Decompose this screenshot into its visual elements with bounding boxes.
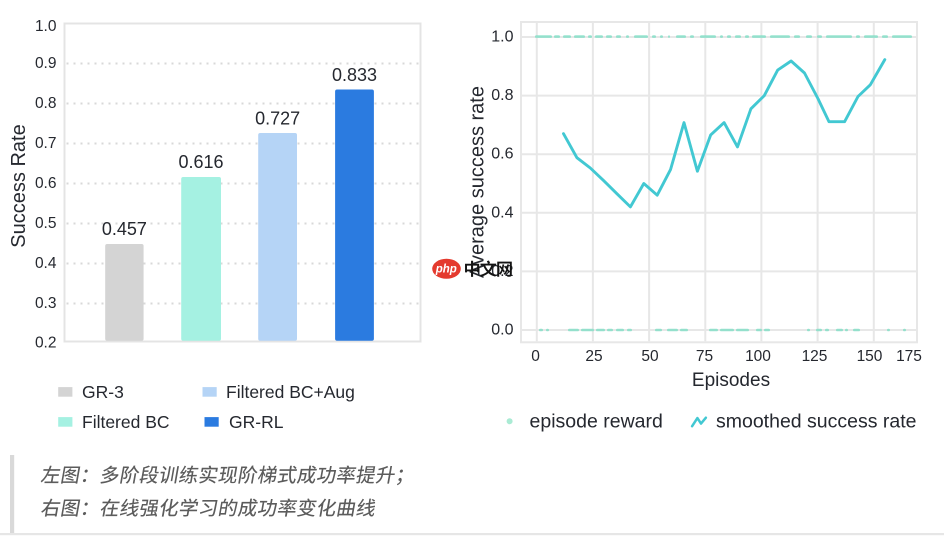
svg-text:GR-3: GR-3 (82, 382, 124, 402)
svg-text:100: 100 (745, 348, 771, 365)
svg-text:175: 175 (896, 348, 922, 365)
svg-text:0.3: 0.3 (35, 295, 57, 312)
svg-text:Success Rate: Success Rate (8, 124, 30, 247)
svg-text:0.5: 0.5 (35, 215, 57, 232)
svg-text:125: 125 (802, 348, 828, 365)
svg-text:0: 0 (531, 348, 540, 365)
svg-text:episode reward: episode reward (530, 411, 663, 433)
svg-text:1.0: 1.0 (35, 18, 57, 35)
svg-text:0.6: 0.6 (491, 146, 513, 163)
svg-text:0.4: 0.4 (491, 204, 513, 221)
svg-text:0.7: 0.7 (35, 135, 57, 152)
svg-text:GR-RL: GR-RL (229, 412, 284, 432)
svg-text:Average success rate: Average success rate (467, 86, 489, 278)
svg-text:0.4: 0.4 (35, 255, 57, 272)
svg-text:0.6: 0.6 (35, 175, 57, 192)
svg-text:Episodes: Episodes (692, 370, 770, 391)
svg-text:25: 25 (585, 348, 602, 365)
svg-text:50: 50 (641, 348, 659, 365)
svg-text:1.0: 1.0 (491, 29, 513, 46)
svg-text:0.616: 0.616 (178, 152, 223, 172)
svg-text:smoothed success rate: smoothed success rate (716, 411, 917, 433)
svg-text:150: 150 (857, 348, 883, 365)
svg-text:75: 75 (696, 348, 713, 365)
svg-text:Filtered BC: Filtered BC (82, 412, 170, 432)
svg-text:php: php (435, 263, 457, 275)
svg-text:0.727: 0.727 (255, 109, 300, 129)
svg-text:0.457: 0.457 (102, 219, 147, 239)
svg-text:0.9: 0.9 (35, 55, 57, 72)
svg-text:0.2: 0.2 (35, 335, 57, 352)
svg-text:0.0: 0.0 (491, 322, 513, 339)
svg-text:0.833: 0.833 (332, 65, 377, 85)
svg-text:0.8: 0.8 (491, 87, 513, 104)
svg-text:Filtered BC+Aug: Filtered BC+Aug (226, 382, 355, 402)
svg-text:0.8: 0.8 (35, 95, 57, 112)
